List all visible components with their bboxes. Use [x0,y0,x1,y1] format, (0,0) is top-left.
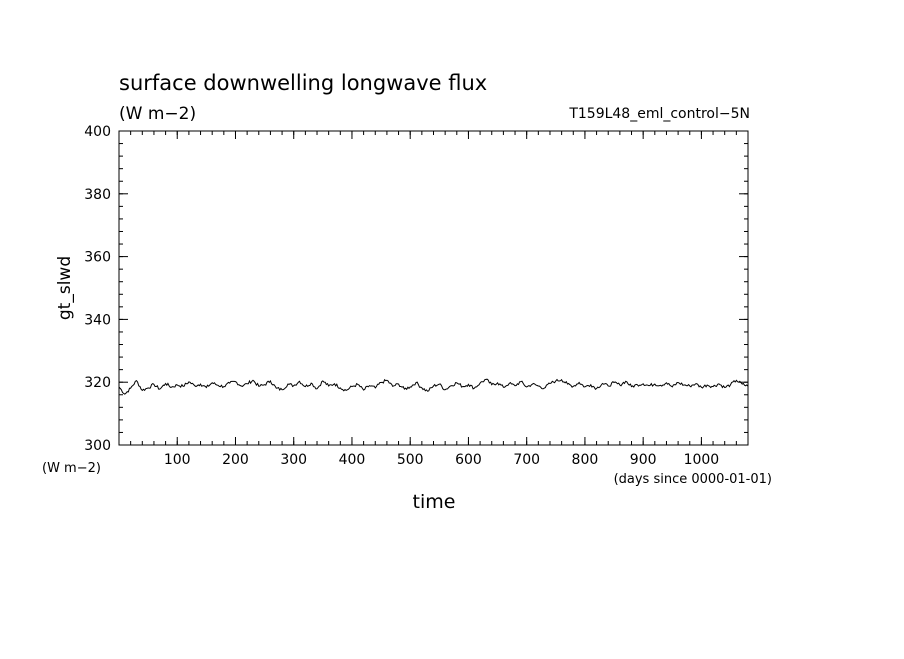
x-tick-label: 100 [164,452,191,468]
y-tick-label: 340 [84,312,111,328]
x-unit-label: (days since 0000-01-01) [614,472,772,487]
y-tick-label: 400 [84,124,111,140]
x-tick-label: 800 [572,452,599,468]
x-tick-label: 300 [280,452,307,468]
x-tick-label: 700 [513,452,540,468]
series-line [118,378,749,395]
y-tick-label: 380 [84,187,111,203]
y-tick-label: 300 [84,438,111,454]
tick-marks [119,130,748,446]
x-axis-label: time [413,491,456,513]
x-tick-label: 1000 [684,452,720,468]
y-tick-labels: 300 320 340 360 380 400 [84,124,111,454]
x-tick-label: 200 [222,452,249,468]
x-tick-label: 400 [339,452,366,468]
x-tick-label: 900 [630,452,657,468]
x-tick-label: 600 [455,452,482,468]
y-unit-label: (W m−2) [42,461,101,476]
x-tick-label: 500 [397,452,424,468]
plot-frame [118,130,749,446]
y-tick-label: 320 [84,375,111,391]
chart-title: surface downwelling longwave flux [119,71,487,95]
y-tick-label: 360 [84,250,111,266]
chart-subtitle: (W m−2) [119,104,196,124]
x-tick-labels: 100 200 300 400 500 600 700 800 900 1000 [164,452,719,468]
y-axis-label: gt_slwd [55,256,75,320]
run-label: T159L48_eml_control−5N [568,106,750,122]
